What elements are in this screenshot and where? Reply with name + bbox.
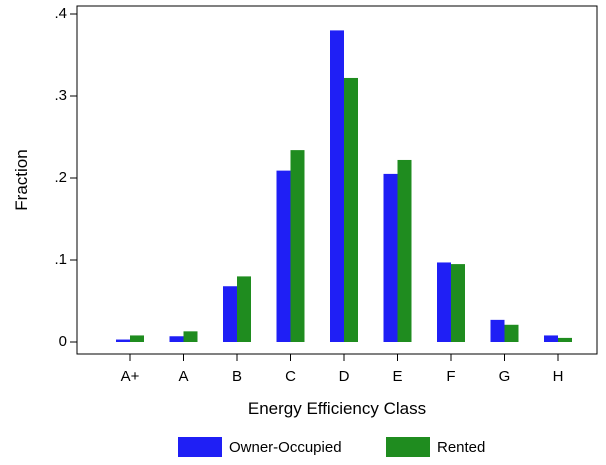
bar-rented-C	[290, 150, 305, 342]
bar-owner-occupied-H	[544, 335, 558, 342]
x-tick-label: A	[178, 368, 188, 385]
x-tick-label: E	[392, 368, 402, 385]
bar-rented-A	[183, 331, 198, 342]
bar-rented-A+	[130, 335, 144, 342]
plot-border	[76, 5, 598, 355]
legend-swatch-owner-occupied	[178, 437, 222, 457]
x-tick-label: D	[339, 368, 350, 385]
bar-rented-B	[237, 276, 251, 342]
x-axis-title: Energy Efficiency Class	[248, 399, 426, 418]
legend-swatch-rented	[386, 437, 430, 457]
bar-owner-occupied-A	[169, 336, 184, 342]
x-tick-label: F	[446, 368, 455, 385]
x-tick-label: H	[553, 368, 564, 385]
bar-owner-occupied-A+	[116, 339, 130, 342]
bar-owner-occupied-E	[383, 173, 398, 342]
y-tick-label: .3	[54, 87, 67, 104]
bar-owner-occupied-D	[330, 30, 344, 343]
bar-rented-G	[504, 324, 519, 342]
bar-rented-F	[451, 264, 465, 342]
legend: Owner-Occupied Rented	[178, 437, 485, 457]
x-tick-label: B	[232, 368, 242, 385]
x-tick-label: G	[499, 368, 511, 385]
bar-owner-occupied-F	[437, 262, 451, 342]
bars	[116, 30, 572, 343]
bar-owner-occupied-C	[276, 170, 291, 342]
y-tick-label: .2	[54, 169, 67, 186]
x-tick-label: A+	[121, 368, 140, 385]
y-axis: 0 .1 .2 .3 .4	[54, 5, 77, 350]
bar-owner-occupied-B	[223, 286, 237, 342]
plot-frame	[76, 5, 598, 355]
y-axis-title: Fraction	[12, 149, 31, 210]
x-tick-label: C	[285, 368, 296, 385]
bar-rented-H	[558, 337, 572, 342]
bar-rented-D	[344, 77, 358, 343]
legend-label: Rented	[437, 439, 485, 456]
bar-owner-occupied-G	[490, 319, 505, 342]
bar-rented-E	[397, 159, 412, 342]
y-tick-label: 0	[59, 333, 67, 350]
x-axis: A+ A B C D E F G H	[121, 354, 564, 385]
legend-label: Owner-Occupied	[229, 439, 342, 456]
y-tick-label: .1	[54, 251, 67, 268]
y-tick-label: .4	[54, 5, 67, 22]
